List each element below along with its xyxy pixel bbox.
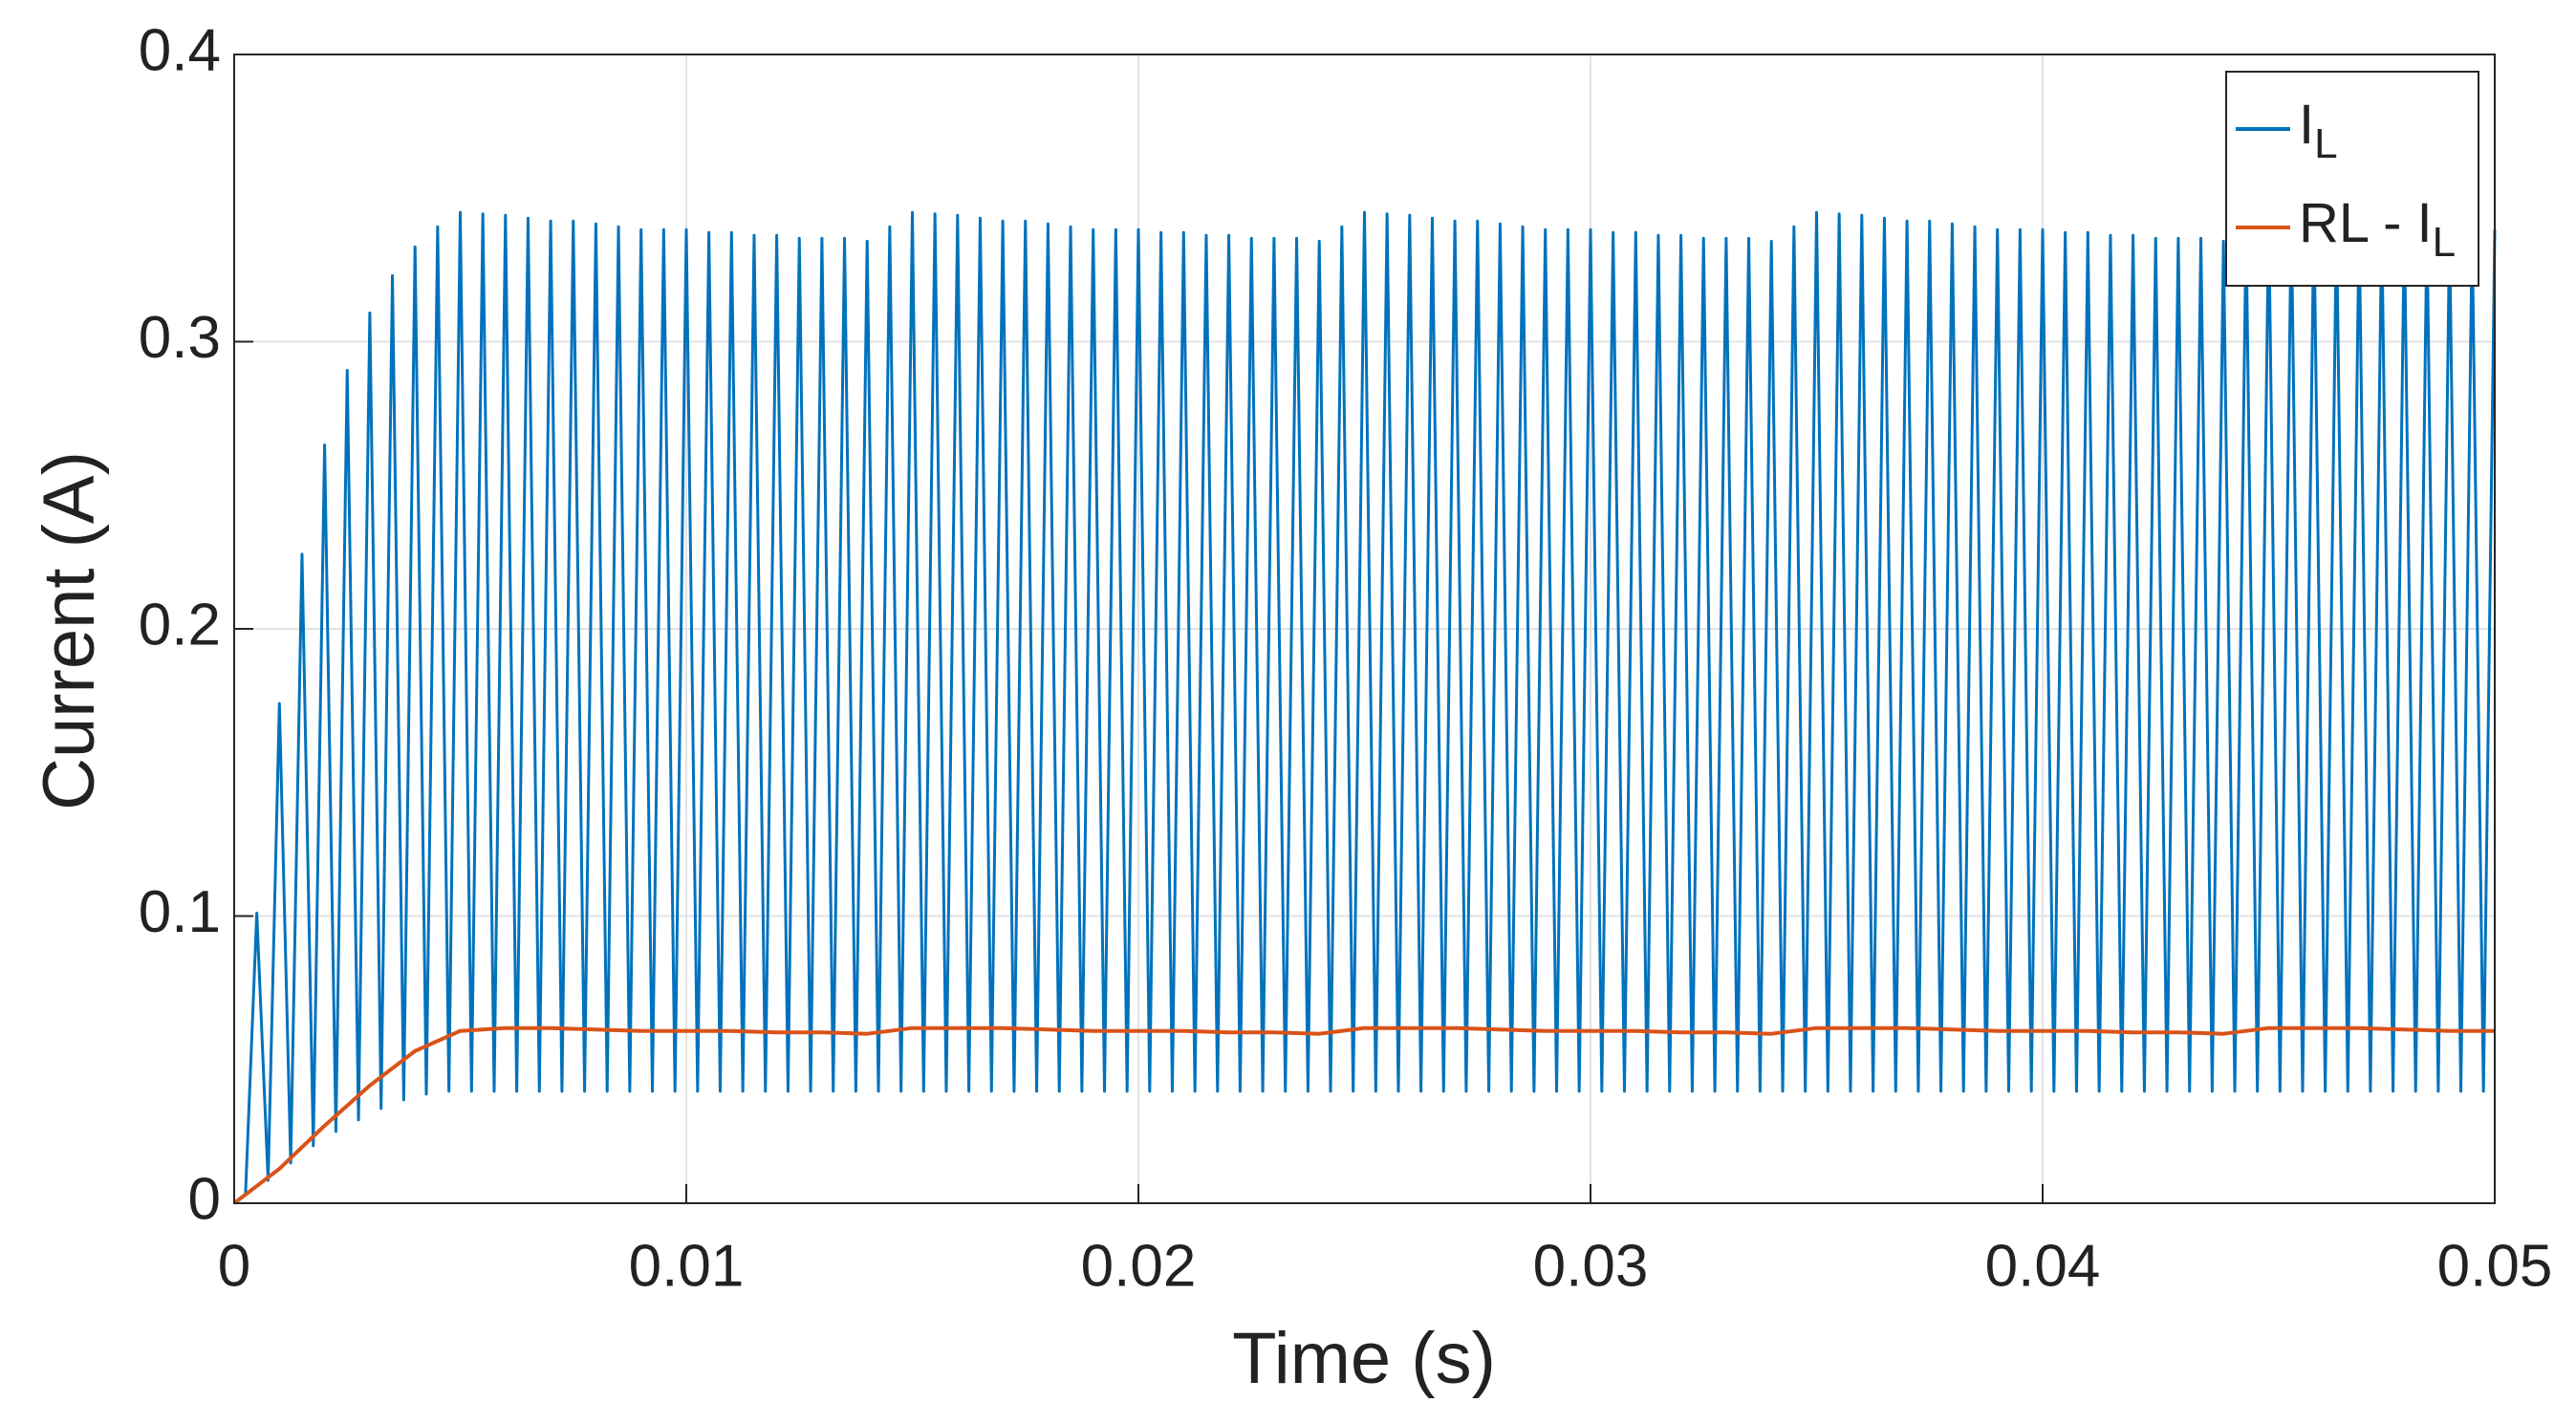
x-tick-label: 0.04 <box>1985 1233 2101 1299</box>
axes-frame <box>233 54 2496 1204</box>
y-tick-label: 0.2 <box>139 592 221 658</box>
legend-box <box>2225 71 2479 287</box>
legend-label: RL - IL <box>2299 192 2456 265</box>
x-axis-label: Time (s) <box>1232 1318 1496 1399</box>
y-tick-label: 0.4 <box>139 17 221 83</box>
x-tick-label: 0 <box>218 1233 250 1299</box>
series-line <box>232 1025 2495 1205</box>
x-tick-label: 0.02 <box>1081 1233 1197 1299</box>
legend-label: IL <box>2299 94 2338 166</box>
y-tick-label: 0 <box>188 1166 221 1232</box>
x-tick-label: 0.05 <box>2437 1233 2553 1299</box>
y-tick-label: 0.1 <box>139 879 221 945</box>
x-tick-label: 0.03 <box>1533 1233 1649 1299</box>
x-tick-label: 0.01 <box>629 1233 745 1299</box>
series-line <box>233 210 2497 1205</box>
y-axis-label: Current (A) <box>29 451 110 810</box>
y-tick-label: 0.3 <box>139 305 221 371</box>
